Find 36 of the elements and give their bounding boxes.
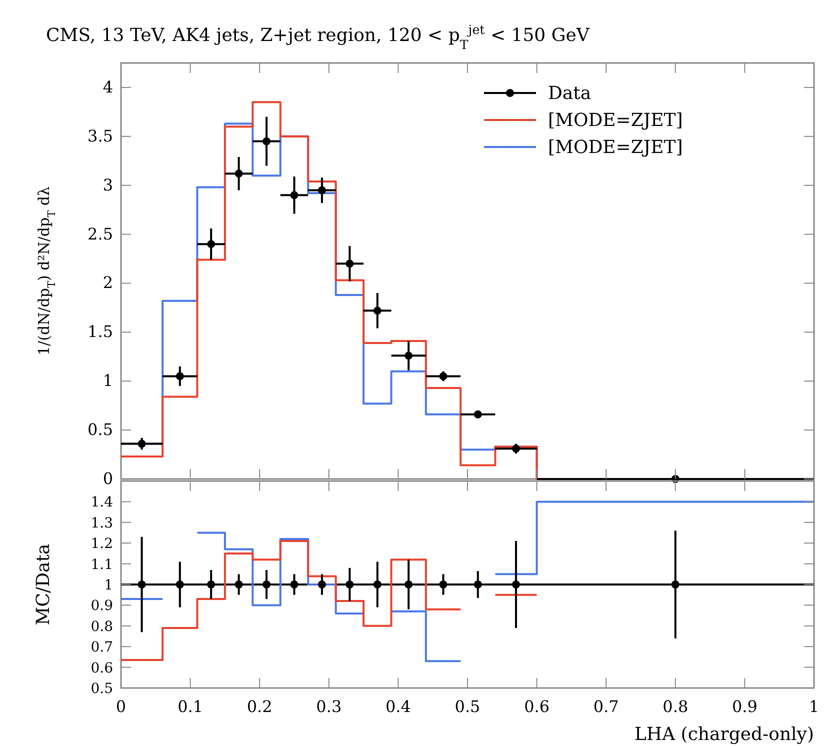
x-tick-label: 0.7 bbox=[593, 697, 619, 716]
y-tick-label: 1.3 bbox=[90, 515, 113, 532]
legend-label: Data bbox=[548, 83, 592, 104]
x-tick-label: 1 bbox=[808, 697, 820, 716]
y-axis-title: MC/Data bbox=[33, 544, 54, 626]
y-tick-label: 0.5 bbox=[90, 681, 113, 697]
y-tick-label: 0.6 bbox=[90, 660, 114, 676]
x-tick-label: 0.2 bbox=[246, 697, 272, 716]
x-tick-label: 0.8 bbox=[662, 697, 688, 716]
x-tick-label: 0.9 bbox=[732, 697, 758, 716]
x-tick-label: 0.1 bbox=[178, 697, 204, 716]
y-tick-label: 0.5 bbox=[88, 420, 113, 440]
y-tick-label: 4 bbox=[102, 77, 113, 96]
x-tick-label: 0.5 bbox=[454, 697, 480, 716]
legend-label: [MODE=ZJET] bbox=[548, 137, 683, 158]
y-tick-label: 3.5 bbox=[88, 126, 113, 146]
y-tick-label: 0.9 bbox=[90, 598, 113, 614]
x-tick-label: 0.4 bbox=[385, 697, 411, 716]
legend-label: [MODE=ZJET] bbox=[548, 110, 683, 131]
y-tick-label: 3 bbox=[102, 175, 113, 194]
y-tick-label: 2.5 bbox=[88, 224, 113, 244]
y-tick-label: 1.5 bbox=[88, 322, 113, 342]
x-axis-title: LHA (charged-only) bbox=[634, 724, 814, 745]
y-tick-label: 1.2 bbox=[90, 536, 113, 552]
x-tick-label: 0 bbox=[116, 697, 126, 716]
x-tick-label: 0.3 bbox=[316, 697, 342, 716]
y-tick-label: 1.1 bbox=[90, 556, 113, 573]
y-tick-label: 1 bbox=[104, 578, 113, 594]
y-tick-label: 0.8 bbox=[90, 618, 113, 635]
y-tick-label: 0 bbox=[102, 469, 113, 488]
y-tick-label: 0.7 bbox=[90, 640, 113, 656]
x-tick-label: 0.6 bbox=[524, 697, 550, 716]
chart-title: CMS, 13 TeV, AK4 jets, Z+jet region, 120 < p$_{T}$$^{jet}$ < 150 GeV bbox=[46, 22, 590, 52]
y-tick-label: 1 bbox=[102, 371, 113, 390]
y-tick-label: 2 bbox=[102, 273, 113, 292]
y-tick-label: 1.4 bbox=[90, 494, 114, 511]
